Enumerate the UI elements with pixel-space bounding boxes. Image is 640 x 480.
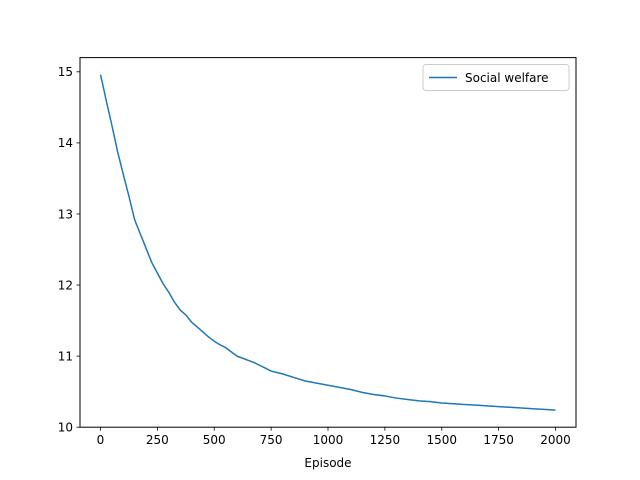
y-tick-label: 12 xyxy=(58,278,73,292)
x-tick-label: 1750 xyxy=(483,433,514,447)
x-tick-label: 500 xyxy=(203,433,226,447)
y-tick-label: 13 xyxy=(58,207,73,221)
x-axis-label: Episode xyxy=(304,456,351,470)
x-tick-label: 1250 xyxy=(370,433,401,447)
y-axis: 10 11 12 13 14 15 xyxy=(58,65,80,435)
x-axis: 0 250 500 750 1000 1250 1500 1750 2000 xyxy=(97,427,571,447)
y-tick-label: 15 xyxy=(58,65,73,79)
plot-area xyxy=(99,74,556,411)
axes-frame xyxy=(79,57,577,428)
x-tick-label: 0 xyxy=(97,433,105,447)
y-tick-label: 11 xyxy=(58,349,73,363)
legend: Social welfare xyxy=(422,64,570,91)
legend-label-social-welfare: Social welfare xyxy=(465,71,549,85)
y-tick-label: 10 xyxy=(58,421,73,435)
x-tick-label: 250 xyxy=(146,433,169,447)
legend-box xyxy=(422,64,570,91)
series-line-social-welfare xyxy=(99,74,556,411)
y-tick-label: 14 xyxy=(58,136,73,150)
x-tick-label: 750 xyxy=(260,433,283,447)
x-tick-label: 1500 xyxy=(426,433,457,447)
x-tick-label: 2000 xyxy=(540,433,571,447)
x-tick-label: 1000 xyxy=(313,433,344,447)
